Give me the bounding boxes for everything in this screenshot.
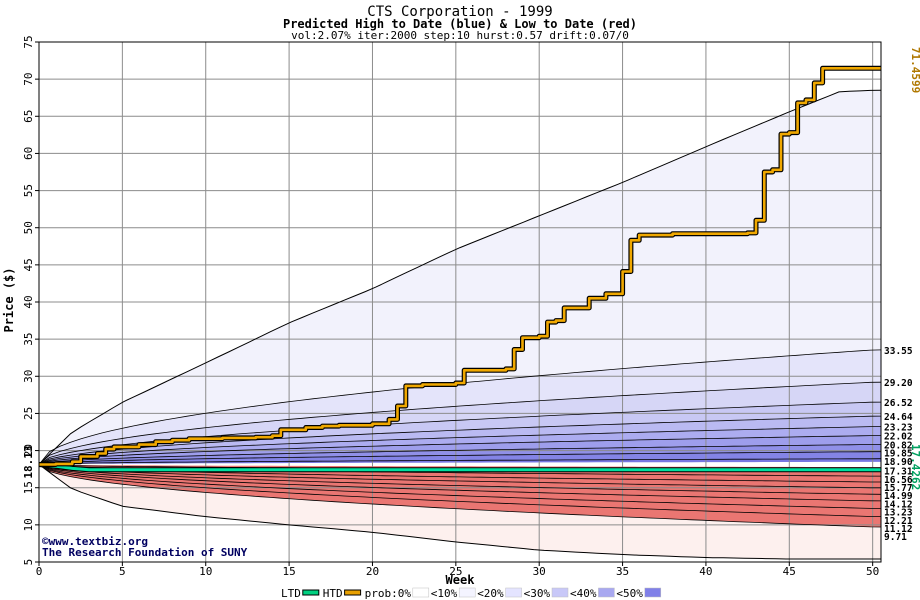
percentile-level-label: 18.90 bbox=[884, 457, 913, 468]
high-band-4 bbox=[39, 416, 881, 465]
start-price-label: 18.13 bbox=[22, 445, 35, 478]
watermark-org: The Research Foundation of SUNY bbox=[42, 546, 248, 559]
percentile-level-label: 19.85 bbox=[884, 449, 913, 460]
htd-line bbox=[39, 67, 881, 466]
percentile-level-label: 14.12 bbox=[884, 499, 913, 510]
high-contour-line bbox=[38, 381, 882, 465]
percentile-level-label: 14.99 bbox=[884, 491, 913, 502]
high-band-5 bbox=[39, 426, 881, 465]
legend-label: <40% bbox=[570, 587, 597, 600]
percentile-level-label: 13.23 bbox=[884, 508, 913, 519]
x-axis-label: Week bbox=[446, 573, 476, 587]
legend-swatch bbox=[302, 589, 320, 596]
low-envelope-line bbox=[38, 464, 881, 560]
high-band-0 bbox=[39, 90, 881, 465]
price-series bbox=[38, 65, 881, 473]
y-tick-label: 55 bbox=[22, 184, 35, 197]
axes: 0 5 10 15 20 25 30 35 40 45 5051015202530354045505… bbox=[22, 35, 882, 578]
percentile-level-label: 11.12 bbox=[884, 524, 913, 535]
legend-label: <50% bbox=[616, 587, 643, 600]
y-axis-label: Price ($) bbox=[2, 267, 16, 332]
legend-swatch bbox=[344, 589, 362, 596]
low-contour-line bbox=[38, 464, 881, 489]
legend-label: <20% bbox=[477, 587, 504, 600]
y-tick-label: 45 bbox=[22, 258, 35, 271]
low-contour-line bbox=[38, 464, 881, 517]
x-tick-label: 50 bbox=[866, 565, 879, 578]
chart-params: vol:2.07% iter:2000 step:10 hurst:0.57 d… bbox=[291, 29, 629, 42]
high-envelope-line bbox=[38, 89, 882, 465]
percentile-level-label: 26.52 bbox=[884, 398, 913, 409]
x-tick-label: 20 bbox=[366, 565, 379, 578]
y-tick-label: 35 bbox=[22, 333, 35, 346]
y-tick-label: 70 bbox=[22, 73, 35, 86]
percentile-level-label: 29.20 bbox=[884, 378, 913, 389]
percentile-level-label: 24.64 bbox=[884, 412, 913, 423]
percentile-level-label: 16.56 bbox=[884, 475, 913, 486]
watermark-url: ©www.textbiz.org bbox=[42, 535, 148, 548]
legend-label: <10% bbox=[431, 587, 458, 600]
legend-swatch bbox=[644, 587, 662, 598]
x-tick-label: 0 bbox=[36, 565, 43, 578]
high-contour-line bbox=[38, 415, 882, 465]
high-contour-line bbox=[38, 458, 882, 465]
y-tick-label: 5 bbox=[22, 559, 35, 566]
x-tick-label: 15 bbox=[282, 565, 295, 578]
percentile-level-label: 33.55 bbox=[884, 346, 913, 357]
legend-label: HTD bbox=[323, 587, 343, 600]
low-contour-line bbox=[38, 464, 881, 509]
y-tick-label: 10 bbox=[22, 518, 35, 531]
legend-label: <30% bbox=[524, 587, 551, 600]
x-tick-label: 40 bbox=[699, 565, 712, 578]
x-tick-label: 45 bbox=[783, 565, 796, 578]
y-tick-label: 40 bbox=[22, 295, 35, 308]
y-tick-label: 60 bbox=[22, 147, 35, 160]
legend-swatch bbox=[551, 587, 569, 598]
legend: LTD HTD prob:0% <10% <20% <30% <40% <50% bbox=[281, 587, 662, 600]
high-band-1 bbox=[39, 349, 881, 465]
chart-subtitle: Predicted High to Date (blue) & Low to D… bbox=[283, 17, 637, 31]
percentile-level-label: 22.02 bbox=[884, 432, 913, 443]
chart-title: CTS Corporation - 1999 bbox=[367, 4, 552, 20]
high-contour-line bbox=[38, 451, 881, 465]
y-tick-label: 65 bbox=[22, 110, 35, 123]
x-tick-label: 10 bbox=[199, 565, 212, 578]
ltd-end-label: 17.4262 bbox=[909, 444, 920, 490]
y-tick-label: 75 bbox=[22, 35, 35, 48]
high-band-9 bbox=[39, 458, 881, 465]
legend-swatch bbox=[412, 587, 430, 598]
htd-end-label: 71.4599 bbox=[909, 47, 920, 93]
x-tick-label: 35 bbox=[616, 565, 629, 578]
x-tick-label: 25 bbox=[449, 565, 462, 578]
percentile-level-label: 15.77 bbox=[884, 483, 913, 494]
low-contour-line bbox=[38, 464, 882, 502]
high-contour-line bbox=[38, 444, 881, 465]
low-contour-line bbox=[38, 464, 882, 495]
high-contour-line bbox=[38, 426, 881, 465]
high-band-3 bbox=[39, 402, 881, 465]
y-tick-label: 30 bbox=[22, 370, 35, 383]
y-tick-label: 15 bbox=[22, 481, 35, 494]
high-band-7 bbox=[39, 444, 881, 465]
x-tick-label: 5 bbox=[119, 565, 126, 578]
y-tick-label: 25 bbox=[22, 407, 35, 420]
percentile-level-label: 9.71 bbox=[884, 532, 907, 543]
legend-swatch bbox=[598, 587, 615, 598]
percentile-level-label: 23.23 bbox=[884, 423, 913, 434]
percentile-level-labels: 33.55 29.20 26.52 24.6423.2322.0220.8219.85… bbox=[884, 346, 913, 543]
legend-swatch bbox=[458, 587, 476, 598]
x-tick-label: 30 bbox=[533, 565, 546, 578]
low-contour-line bbox=[38, 464, 882, 528]
legend-label: LTD bbox=[281, 587, 301, 600]
legend-swatch bbox=[505, 587, 522, 598]
percentile-level-label: 17.31 bbox=[884, 467, 913, 478]
percentile-level-label: 12.21 bbox=[884, 516, 913, 527]
y-tick-label: 20 bbox=[22, 444, 35, 457]
high-band-2 bbox=[39, 382, 881, 465]
legend-label: prob:0% bbox=[365, 587, 412, 600]
y-tick-label: 50 bbox=[22, 221, 35, 234]
high-contour-line bbox=[38, 435, 881, 465]
percentile-level-label: 20.82 bbox=[884, 440, 913, 451]
